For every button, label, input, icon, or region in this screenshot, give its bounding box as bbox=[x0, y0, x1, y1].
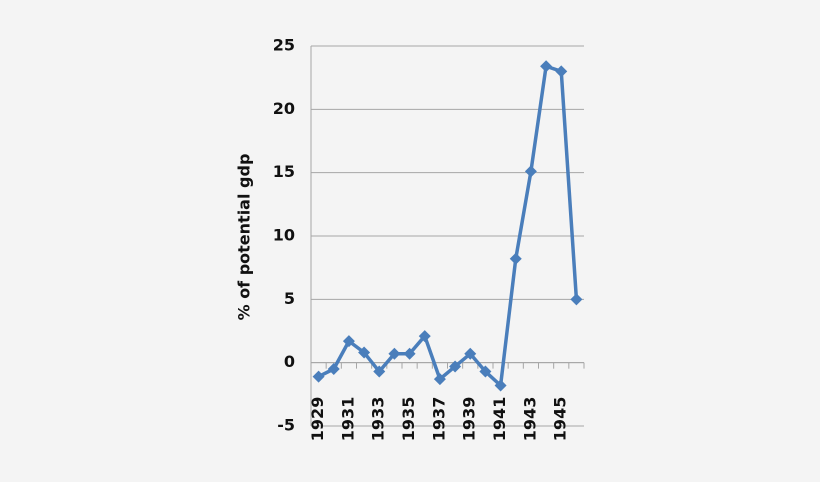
marker bbox=[449, 360, 462, 373]
x-tick-label: 1943 bbox=[520, 397, 539, 442]
x-tick-label: 1933 bbox=[369, 397, 388, 442]
x-tick-label: 1941 bbox=[490, 397, 509, 442]
x-tick-label: 1929 bbox=[308, 397, 327, 442]
y-tick-label: 0 bbox=[284, 352, 295, 371]
marker bbox=[312, 370, 325, 383]
marker bbox=[403, 347, 416, 360]
marker bbox=[464, 347, 477, 360]
marker bbox=[327, 363, 340, 375]
marker bbox=[342, 335, 355, 348]
y-tick-label: 15 bbox=[273, 162, 295, 181]
x-tick-label: 1939 bbox=[460, 397, 479, 442]
marker bbox=[540, 60, 553, 73]
marker bbox=[555, 65, 568, 78]
marker bbox=[509, 252, 522, 265]
y-tick-label: 5 bbox=[284, 289, 295, 308]
marker bbox=[388, 347, 401, 360]
y-axis-label: % of potential gdp bbox=[235, 154, 254, 321]
marker bbox=[358, 346, 371, 359]
series-line bbox=[317, 64, 579, 388]
x-tick-label: 1935 bbox=[399, 397, 418, 442]
marker bbox=[373, 365, 386, 378]
y-tick-label: 25 bbox=[273, 36, 295, 55]
marker bbox=[494, 379, 507, 392]
y-tick-label: 10 bbox=[273, 226, 295, 245]
y-tick-label: 20 bbox=[273, 99, 295, 118]
marker bbox=[524, 165, 537, 178]
x-tick-label: 1937 bbox=[429, 397, 448, 442]
marker bbox=[433, 373, 446, 386]
marker bbox=[418, 330, 431, 343]
marker bbox=[570, 293, 583, 306]
y-tick-label: -5 bbox=[277, 416, 295, 435]
x-tick-label: 1931 bbox=[338, 397, 357, 442]
x-tick-label: 1945 bbox=[551, 397, 570, 442]
marker bbox=[479, 365, 492, 378]
